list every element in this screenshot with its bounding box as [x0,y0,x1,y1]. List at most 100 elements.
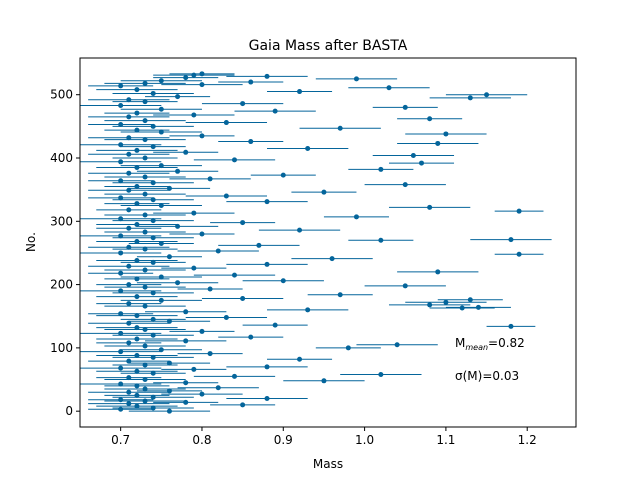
data-point [118,83,124,89]
data-point [126,151,132,157]
data-point [134,294,140,300]
data-point [134,201,140,207]
data-point [126,375,132,381]
data-point [134,392,140,398]
data-point [134,110,140,116]
data-point [126,358,132,364]
data-point [402,104,408,110]
data-point [142,362,148,368]
data-point [435,269,441,275]
data-point [199,71,205,77]
data-point [175,280,181,286]
data-point [272,322,278,328]
data-point [134,313,140,319]
data-point [150,259,156,265]
data-point [378,237,384,243]
data-point [516,208,522,214]
data-point [158,163,164,169]
data-point [134,383,140,389]
data-point [142,137,148,143]
data-point [207,286,213,292]
data-point [126,301,132,307]
data-point [166,408,172,414]
data-point [215,248,221,254]
data-point [126,225,132,231]
y-tick-label: 0 [65,404,73,418]
data-point [134,164,140,170]
y-tick-label: 500 [50,88,73,102]
data-point [150,394,156,400]
data-point [183,309,189,315]
data-point [142,174,148,180]
data-point [118,178,124,184]
data-point [126,207,132,213]
data-point [207,351,213,357]
y-axis-label: No. [24,232,38,252]
x-axis: 0.7 0.8 0.9 1.0 1.1 1.2 [111,427,537,447]
mean-mass-annotation: Mmean=0.82 [455,336,525,352]
mean-mass-symbol: M [455,336,465,350]
data-point [199,328,205,334]
data-point [199,231,205,237]
data-point [118,142,124,148]
data-point [443,131,449,137]
data-point [248,79,254,85]
y-axis: 0 100 200 300 400 500 [50,88,80,418]
data-point [231,272,237,278]
data-point [134,147,140,153]
data-point [126,340,132,346]
y-tick-label: 200 [50,278,73,292]
data-point [142,327,148,333]
y-tick-label: 100 [50,341,73,355]
data-point [150,218,156,224]
data-point [134,183,140,189]
data-point [166,185,172,191]
data-point [231,373,237,379]
data-point [467,297,473,303]
data-point [158,202,164,208]
data-point [419,160,425,166]
data-point [175,223,181,229]
data-point [305,307,311,313]
data-point [272,108,278,114]
data-point [264,73,270,79]
data-point [150,197,156,203]
data-point [166,318,172,324]
data-point [126,389,132,395]
data-point [134,239,140,245]
data-point [297,227,303,233]
data-point [264,396,270,402]
data-point [516,251,522,257]
data-point [175,168,181,174]
data-point [126,135,132,141]
x-tick-label: 0.8 [192,433,211,447]
data-point [158,106,164,112]
data-point [475,304,481,310]
mean-mass-value: =0.82 [488,336,525,350]
data-point [199,82,205,88]
y-tick-label: 400 [50,151,73,165]
data-point [353,214,359,220]
data-point [142,155,148,161]
plot-frame [79,57,577,428]
data-point [126,170,132,176]
data-point [134,368,140,374]
data-point [183,380,189,386]
sigma-mass-annotation: σ(M)=0.03 [455,369,519,383]
data-point [118,250,124,256]
data-point [134,276,140,282]
plot-area [80,71,552,414]
data-point [118,102,124,108]
data-point [459,305,465,311]
data-point [118,365,124,371]
data-point [394,342,400,348]
data-point [118,349,124,355]
data-point [142,229,148,235]
data-point [134,403,140,409]
data-point [118,121,124,127]
data-point [183,338,189,344]
data-point [264,364,270,370]
data-point [248,334,254,340]
data-point [240,296,246,302]
